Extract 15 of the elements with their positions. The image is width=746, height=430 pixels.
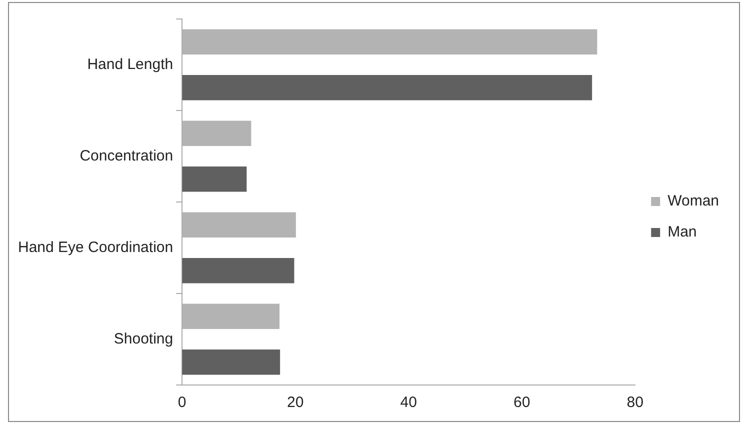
x-tick-label: 20 bbox=[287, 394, 304, 412]
y-tick-label: Concentration bbox=[80, 147, 174, 164]
legend-label: Woman bbox=[668, 192, 720, 210]
x-tick-label: 0 bbox=[178, 394, 186, 412]
x-tick-label: 80 bbox=[626, 394, 644, 412]
x-tick-label: 60 bbox=[514, 394, 530, 412]
y-tick-label: Shooting bbox=[114, 330, 174, 348]
y-tick-label: Hand Length bbox=[87, 56, 174, 73]
bar bbox=[182, 258, 294, 284]
x-tick-label: 40 bbox=[400, 394, 417, 412]
bar bbox=[182, 75, 592, 100]
bar bbox=[182, 350, 280, 375]
y-tick-label: Hand Eye Coordination bbox=[18, 238, 174, 256]
legend-label: Man bbox=[668, 224, 697, 241]
bar bbox=[182, 166, 247, 192]
